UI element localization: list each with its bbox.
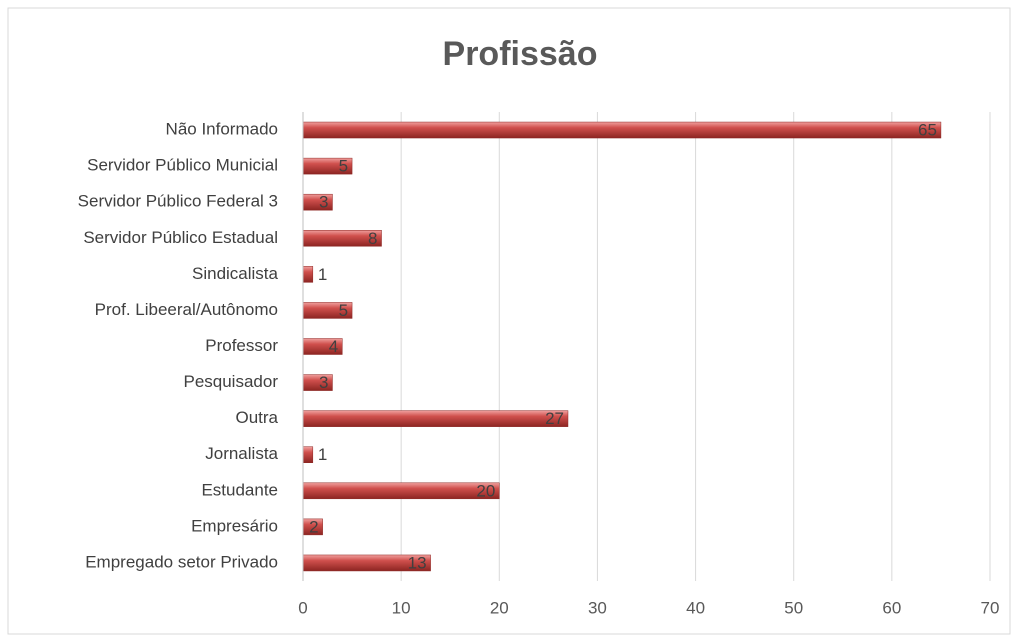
- x-tick-label: 40: [686, 598, 705, 617]
- data-label: 4: [329, 337, 338, 356]
- data-label: 20: [476, 481, 495, 500]
- bar: [302, 482, 500, 500]
- chart-title: Profissão: [443, 35, 598, 73]
- x-tick-label: 70: [981, 598, 1000, 617]
- chart-frame: [7, 7, 1011, 635]
- y-tick-label: Outra: [235, 408, 278, 427]
- grid: [302, 112, 991, 581]
- y-tick-label: Jornalista: [205, 444, 278, 463]
- y-tick-label: Prof. Libeeral/Autônomo: [95, 300, 278, 319]
- y-tick-label: Professor: [205, 336, 278, 355]
- y-tick-label: Empresário: [191, 516, 278, 535]
- data-label: 8: [368, 229, 377, 248]
- bar: [302, 266, 314, 283]
- x-tick-label: 10: [392, 598, 411, 617]
- data-label: 1: [318, 445, 327, 464]
- data-label: 65: [918, 121, 937, 140]
- bar: [302, 121, 942, 139]
- data-label: 1: [318, 265, 327, 284]
- y-tick-label: Sindicalista: [192, 264, 279, 283]
- x-tick-label: 30: [588, 598, 607, 617]
- y-tick-label: Servidor Público Estadual: [83, 228, 278, 247]
- data-label: 27: [545, 409, 564, 428]
- data-label: 3: [319, 193, 328, 212]
- x-tick-label: 50: [784, 598, 803, 617]
- y-tick-label: Não Informado: [166, 120, 278, 139]
- data-label: 13: [408, 553, 427, 572]
- x-tick-label: 20: [490, 598, 509, 617]
- y-tick-label: Estudante: [201, 480, 278, 499]
- data-label: 5: [339, 301, 348, 320]
- data-label: 2: [309, 517, 318, 536]
- bar: [302, 446, 314, 463]
- x-tick-label: 60: [882, 598, 901, 617]
- data-label: 5: [339, 157, 348, 176]
- y-tick-label: Servidor Público Federal 3: [78, 192, 278, 211]
- y-tick-label: Servidor Público Municial: [87, 156, 278, 175]
- data-label: 3: [319, 373, 328, 392]
- y-tick-label: Pesquisador: [183, 372, 278, 391]
- x-tick-label: 0: [298, 598, 307, 617]
- bar: [302, 410, 569, 427]
- y-tick-label: Empregado setor Privado: [85, 552, 278, 571]
